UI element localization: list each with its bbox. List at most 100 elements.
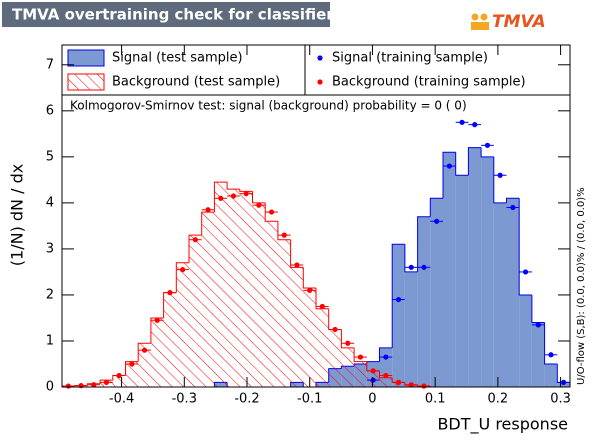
legend-box [304, 44, 571, 96]
histogram-bar [341, 347, 355, 387]
histogram-outline [518, 198, 532, 296]
histogram-bar [125, 361, 139, 387]
histogram-outline [137, 342, 151, 362]
data-point [192, 237, 198, 243]
legend-label: Signal (training sample) [332, 51, 488, 66]
data-point [268, 209, 275, 215]
legend-marker [317, 55, 323, 61]
legend-label: Background (test sample) [112, 75, 280, 90]
y-tick-label: 5 [46, 149, 54, 164]
legend-swatch [67, 73, 105, 91]
histogram-outline [315, 288, 329, 310]
data-point [154, 317, 160, 323]
data-point [395, 296, 402, 303]
histogram-bar [277, 239, 291, 387]
data-point [243, 191, 249, 197]
data-point [421, 264, 427, 270]
histogram-bar [354, 361, 367, 387]
histogram-outline [417, 216, 431, 272]
histogram-outline [252, 191, 266, 204]
histogram-bar [290, 267, 304, 387]
histogram-bar [252, 202, 266, 387]
histogram-bar [531, 322, 545, 387]
data-point [408, 264, 414, 270]
data-point [230, 193, 237, 199]
histogram-bar [417, 216, 431, 387]
histogram-outline [201, 211, 215, 236]
data-point [370, 377, 376, 383]
histogram-bar [430, 198, 443, 387]
histogram-bar [506, 198, 520, 387]
data-point [383, 372, 389, 379]
histogram-outline [379, 370, 393, 379]
data-point [103, 379, 110, 385]
overflow-note: U/O-flow (S,B): (0.0, 0.0)% / (0.0, 0.0)… [576, 187, 587, 385]
histogram-bar [519, 294, 532, 387]
data-point [141, 347, 148, 353]
histogram-outline [340, 329, 355, 349]
legend: Signal (test sample) Background (test sam… [61, 44, 571, 96]
histogram-outline [328, 308, 342, 330]
histogram-bar [201, 212, 215, 387]
x-axis-label: BDT_U response [437, 415, 568, 435]
y-tick-label: 6 [46, 103, 54, 118]
data-point [561, 379, 567, 385]
data-point [256, 202, 262, 208]
histogram-outline [302, 267, 316, 289]
data-point [535, 322, 541, 328]
histogram-outline [556, 363, 570, 383]
data-point [357, 354, 364, 360]
data-point [205, 207, 211, 213]
x-tick-label: 0 [368, 392, 376, 407]
data-point [332, 326, 338, 333]
y-tick-label: 2 [46, 287, 54, 302]
y-tick-label: 7 [46, 57, 54, 72]
histogram-bar [214, 182, 228, 387]
data-point [522, 269, 529, 275]
data-point [167, 290, 173, 296]
y-axis-label: (1/N) dN / dx [8, 164, 27, 266]
data-point [383, 354, 389, 360]
data-point [497, 172, 503, 178]
histogram-bar [379, 347, 393, 387]
data-point [459, 119, 465, 125]
histogram-outline [531, 294, 545, 324]
data-point [218, 195, 224, 201]
histogram-bar [176, 262, 189, 387]
histogram-outline [175, 262, 189, 293]
histogram-outline [353, 347, 367, 363]
data-point [472, 122, 478, 128]
data-point [91, 382, 97, 388]
histogram-outline [239, 189, 253, 192]
histogram-outline [404, 244, 418, 273]
histogram-outline [391, 243, 405, 348]
histogram-outline [442, 151, 456, 199]
histogram-outline [455, 152, 469, 176]
data-point [395, 379, 402, 385]
data-point [319, 303, 325, 310]
histogram-outline [429, 197, 443, 217]
histogram-bar [163, 292, 177, 387]
x-tick-label: 0.1 [425, 392, 446, 407]
histogram-outline [506, 197, 520, 203]
data-point [548, 352, 554, 358]
histogram-bar [481, 156, 494, 387]
data-point [65, 383, 71, 389]
logo: TMVA [471, 12, 546, 32]
y-tick-label: 3 [46, 241, 54, 256]
data-point [281, 232, 287, 238]
y-tick-label: 1 [46, 333, 54, 348]
x-tick-label: -0.2 [234, 392, 259, 407]
data-point [129, 361, 135, 367]
x-tick-label: -0.3 [172, 392, 197, 407]
x-tick-label: 0.2 [488, 392, 509, 407]
histogram-bar [239, 191, 253, 387]
data-point [116, 372, 122, 379]
histogram-outline [493, 156, 507, 204]
title-box [2, 2, 330, 27]
histogram-outline [277, 221, 291, 241]
histogram-bar [189, 235, 202, 387]
legend-swatch [67, 49, 105, 67]
histogram-bar [404, 271, 418, 387]
